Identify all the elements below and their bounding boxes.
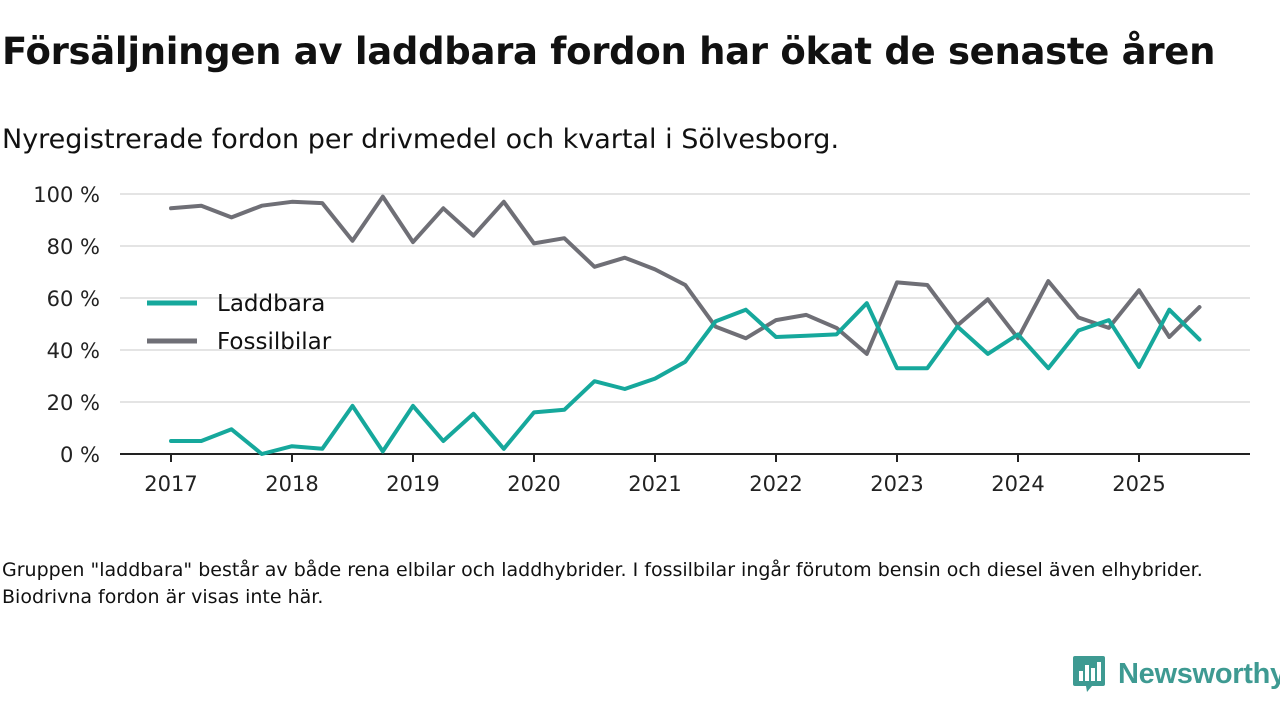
x-tick-label: 2023 bbox=[870, 472, 923, 496]
x-tick-label: 2022 bbox=[749, 472, 802, 496]
chart-subtitle: Nyregistrerade fordon per drivmedel och … bbox=[2, 124, 840, 155]
legend-label: Laddbara bbox=[217, 291, 325, 317]
y-tick-label: 60 % bbox=[47, 287, 100, 311]
y-tick-label: 40 % bbox=[47, 339, 100, 363]
series-line-laddbara bbox=[169, 301, 1202, 456]
y-axis-tick-labels: 0 % 20 % 40 % 60 % 80 % 100 % bbox=[33, 183, 100, 467]
y-tick-label: 0 % bbox=[60, 443, 100, 467]
legend-item-laddbara: Laddbara bbox=[147, 291, 325, 317]
x-tick-label: 2025 bbox=[1112, 472, 1165, 496]
brand-logo: Newsworthy bbox=[1072, 654, 1280, 694]
x-axis: 2017 2018 2019 2020 2021 2022 2023 2024 2025 bbox=[120, 453, 1250, 496]
x-tick-label: 2017 bbox=[144, 472, 197, 496]
y-tick-label: 80 % bbox=[47, 235, 100, 259]
x-tick-label: 2019 bbox=[386, 472, 439, 496]
y-tick-label: 20 % bbox=[47, 391, 100, 415]
legend-label: Fossilbilar bbox=[217, 329, 332, 355]
y-tick-label: 100 % bbox=[33, 183, 100, 207]
series-lines bbox=[169, 194, 1202, 456]
legend: Laddbara Fossilbilar bbox=[147, 291, 332, 355]
line-chart: 0 % 20 % 40 % 60 % 80 % 100 % 2017 2018 2019 202… bbox=[33, 183, 1250, 496]
footnote: Gruppen "laddbara" består av både rena e… bbox=[2, 559, 1203, 608]
series-line-fossilbilar bbox=[169, 194, 1202, 356]
x-tick-label: 2021 bbox=[628, 472, 681, 496]
x-tick-label: 2024 bbox=[991, 472, 1044, 496]
legend-item-fossilbilar: Fossilbilar bbox=[147, 329, 332, 355]
bar-chart-speech-bubble-icon bbox=[1073, 656, 1105, 692]
x-tick-label: 2018 bbox=[265, 472, 318, 496]
x-tick-label: 2020 bbox=[507, 472, 560, 496]
chart-title: Försäljningen av laddbara fordon har öka… bbox=[2, 30, 1216, 73]
brand-name: Newsworthy bbox=[1118, 657, 1280, 690]
